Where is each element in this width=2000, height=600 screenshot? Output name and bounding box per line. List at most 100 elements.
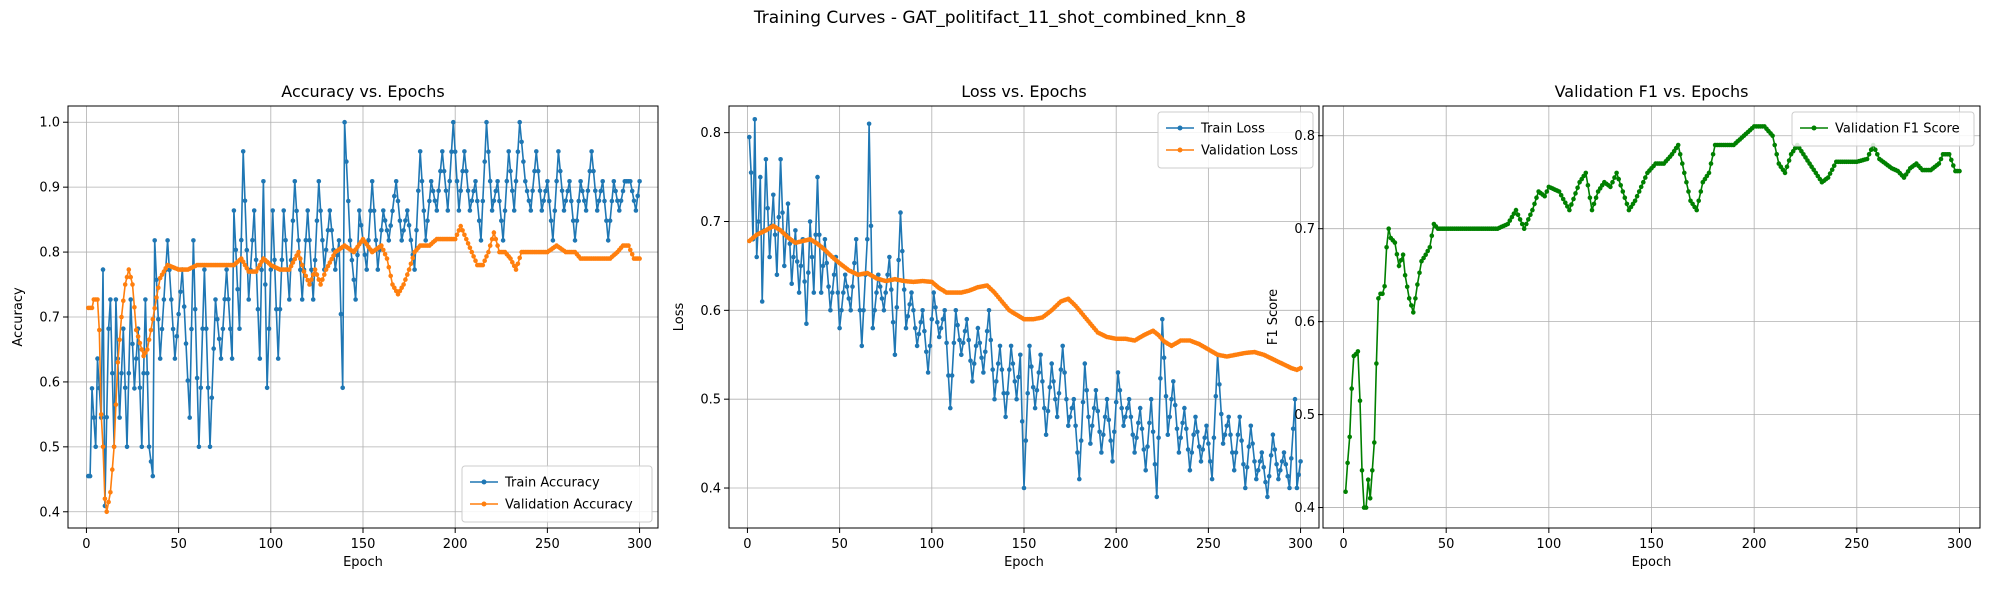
loss-point: [940, 316, 946, 322]
accuracy-point: [600, 179, 605, 184]
accuracy-point: [635, 193, 640, 199]
f1-point: [1589, 207, 1595, 213]
loss-point: [1147, 420, 1152, 426]
accuracy-point: [473, 179, 478, 184]
accuracy-point: [567, 179, 572, 184]
loss-legend-label: Train Loss: [1200, 122, 1265, 137]
accuracy-point: [139, 347, 145, 352]
accuracy-point: [325, 227, 331, 233]
accuracy-point: [626, 243, 631, 248]
f1-point: [1694, 207, 1699, 213]
accuracy-point: [298, 256, 303, 261]
accuracy-point: [200, 326, 205, 332]
f1-ytick-label: 0.4: [1294, 501, 1315, 516]
accuracy-point: [113, 402, 119, 407]
loss-point: [1281, 450, 1287, 455]
loss-point: [793, 228, 798, 233]
accuracy-point: [126, 267, 132, 272]
loss-point: [1189, 450, 1195, 455]
f1-panel: 0 50 100 150 200 250 300 0.4 0.5 0.6 0.7 0.8 Validat…: [1266, 82, 1981, 570]
accuracy-xtick-label: 100: [258, 537, 283, 552]
loss-point: [754, 254, 759, 260]
loss-point: [1014, 396, 1019, 402]
accuracy-point: [491, 230, 497, 235]
accuracy-point: [309, 277, 314, 282]
loss-point: [1115, 370, 1121, 375]
f1-point: [1616, 176, 1621, 182]
accuracy-point: [119, 314, 124, 320]
loss-point: [1030, 385, 1036, 390]
accuracy-point: [460, 228, 465, 233]
accuracy-point: [130, 282, 135, 287]
accuracy-point: [428, 179, 434, 184]
loss-point: [1252, 459, 1257, 464]
f1-xtick-label: 0: [1339, 537, 1347, 552]
accuracy-point: [309, 267, 314, 273]
accuracy-point: [462, 232, 467, 238]
accuracy-point: [379, 243, 384, 248]
accuracy-point: [511, 208, 517, 213]
f1-point: [1415, 282, 1420, 287]
f1-point: [1565, 204, 1570, 209]
loss-point: [839, 308, 844, 313]
accuracy-point: [569, 198, 574, 204]
accuracy-point: [329, 227, 335, 233]
loss-point: [1172, 402, 1178, 408]
accuracy-xtick-label: 200: [443, 537, 468, 552]
loss-point: [1265, 494, 1270, 500]
f1-point: [1505, 221, 1511, 227]
loss-point: [824, 260, 829, 266]
f1-legend-label: Validation F1 Score: [1835, 122, 1960, 137]
accuracy-point: [189, 326, 194, 332]
accuracy-ylabel: Accuracy: [11, 287, 26, 347]
f1-xtick-label: 50: [1438, 537, 1455, 552]
accuracy-point: [510, 188, 515, 194]
accuracy-point: [121, 298, 126, 304]
accuracy-point: [251, 208, 257, 213]
loss-ytick-label: 0.6: [700, 304, 721, 319]
f1-point: [1345, 460, 1350, 466]
accuracy-point: [320, 237, 325, 243]
accuracy-ytick-label: 0.5: [39, 440, 60, 455]
f1-point: [1392, 240, 1398, 245]
accuracy-point: [449, 149, 454, 154]
f1-point: [1936, 161, 1942, 166]
loss-series-line-0: [748, 119, 1302, 498]
accuracy-point: [205, 385, 211, 391]
loss-point: [1064, 396, 1069, 402]
accuracy-title: Accuracy vs. Epochs: [281, 82, 444, 101]
accuracy-point: [440, 149, 445, 154]
loss-point: [1279, 459, 1285, 464]
accuracy-point: [305, 208, 311, 213]
f1-point: [1680, 161, 1685, 166]
accuracy-point: [502, 208, 508, 213]
loss-ytick-label: 0.5: [700, 393, 721, 408]
accuracy-point: [333, 267, 338, 272]
accuracy-point: [541, 198, 546, 204]
f1-point: [1507, 218, 1513, 223]
accuracy-point: [535, 168, 541, 174]
accuracy-point: [469, 249, 475, 255]
loss-xtick-label: 100: [919, 537, 944, 552]
f1-point: [1367, 496, 1373, 501]
accuracy-point: [430, 188, 436, 194]
loss-point: [1042, 405, 1047, 411]
accuracy-point: [141, 370, 146, 376]
loss-point: [1220, 441, 1226, 446]
accuracy-point: [314, 272, 320, 277]
loss-point: [1101, 432, 1106, 438]
loss-point: [822, 237, 828, 242]
accuracy-point: [414, 227, 419, 233]
loss-point: [778, 157, 783, 162]
accuracy-point: [322, 272, 327, 277]
accuracy-point: [310, 297, 316, 302]
accuracy-point: [445, 208, 451, 213]
accuracy-point: [117, 337, 122, 343]
accuracy-point: [294, 253, 299, 258]
accuracy-point: [458, 223, 464, 229]
accuracy-point: [106, 326, 111, 332]
f1-point: [1949, 157, 1954, 163]
f1-ytick-label: 0.5: [1294, 408, 1315, 423]
loss-point: [1184, 426, 1189, 432]
loss-point: [1292, 396, 1298, 402]
